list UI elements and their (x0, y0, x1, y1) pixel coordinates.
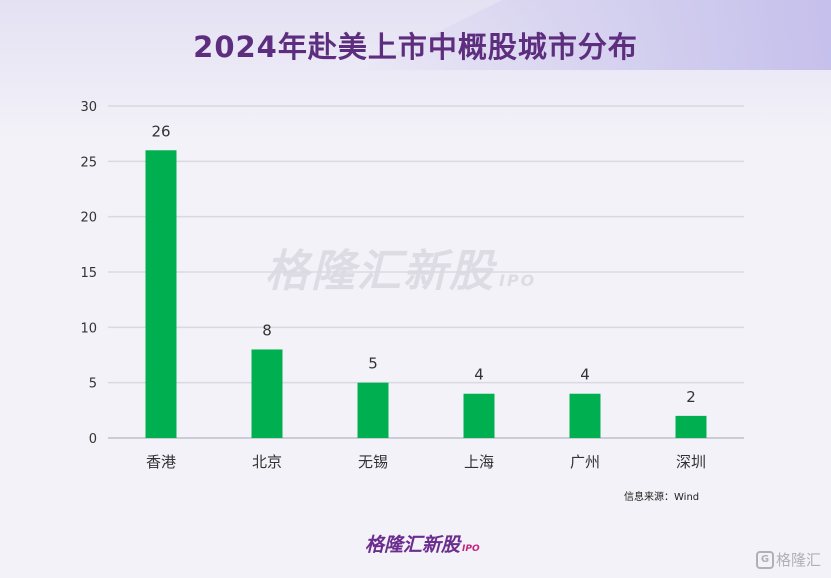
bar (463, 393, 495, 438)
x-tick-label: 北京 (252, 453, 282, 471)
bar (145, 150, 177, 438)
y-axis-ticks: 0 5 10 15 20 25 30 (80, 100, 97, 447)
brand-logo: 格隆汇新股 IPO (365, 530, 480, 557)
brand-logo-sub: IPO (462, 544, 480, 554)
source-note: 信息来源：Wind (624, 492, 700, 503)
x-axis-ticks: 香港 北京 无锡 上海 广州 深圳 (146, 453, 706, 471)
data-labels: 26 8 5 4 4 2 (151, 122, 695, 406)
y-tick-label: 15 (80, 266, 97, 281)
bar (357, 382, 389, 438)
corner-brand-text: 格隆汇 (776, 551, 822, 569)
data-label: 4 (474, 366, 484, 384)
x-tick-label: 香港 (146, 453, 176, 471)
data-label: 26 (151, 122, 170, 140)
grid-lines (108, 105, 744, 439)
y-tick-label: 20 (80, 211, 97, 226)
data-label: 5 (368, 355, 378, 373)
bar (251, 349, 283, 438)
brand-logo-main: 格隆汇新股 (365, 534, 461, 556)
brand-g-icon: G (756, 550, 774, 569)
data-label: 2 (686, 388, 696, 406)
y-tick-label: 0 (89, 432, 97, 447)
bars (145, 150, 707, 438)
x-tick-label: 广州 (570, 453, 600, 471)
x-tick-label: 深圳 (676, 453, 706, 471)
x-tick-label: 上海 (464, 453, 494, 471)
corner-brand-badge: G 格隆汇 (756, 549, 821, 570)
bar (569, 393, 601, 438)
chart-title: 2024年赴美上市中概股城市分布 (193, 30, 638, 64)
watermark-sub: IPO (499, 271, 537, 290)
y-tick-label: 10 (80, 321, 97, 336)
data-label: 8 (262, 321, 272, 339)
y-tick-label: 5 (89, 377, 97, 392)
y-tick-label: 25 (80, 155, 97, 170)
x-tick-label: 无锡 (358, 453, 388, 471)
data-label: 4 (580, 366, 590, 384)
bar (675, 415, 707, 438)
y-tick-label: 30 (80, 100, 97, 115)
